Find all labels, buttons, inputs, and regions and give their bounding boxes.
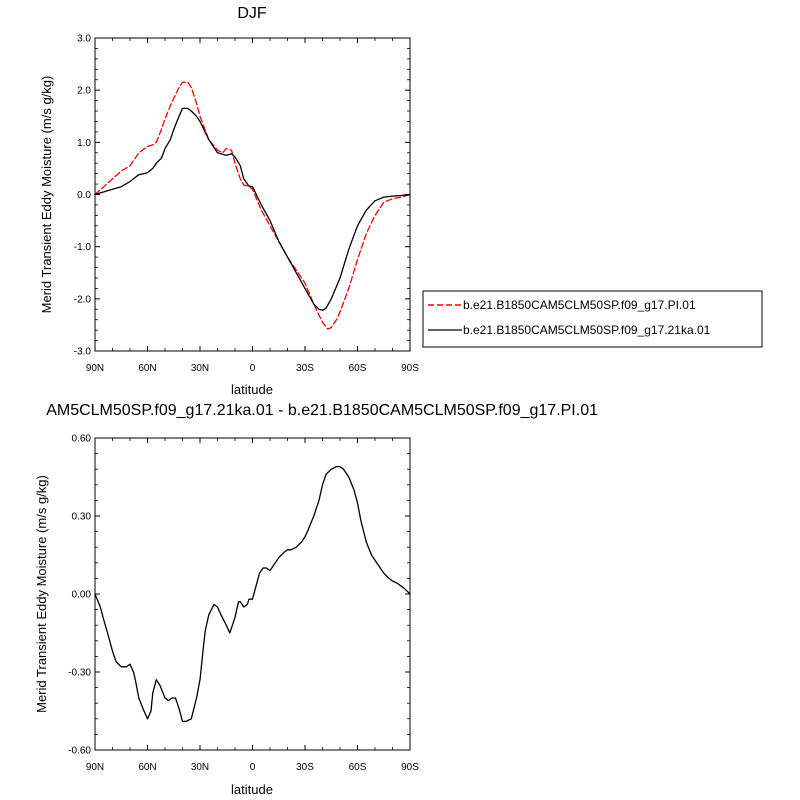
y-tick-label: 0.30 bbox=[72, 512, 92, 523]
y-tick-label: 0.00 bbox=[72, 590, 92, 601]
series-line-0 bbox=[94, 81, 411, 330]
legend-box bbox=[422, 290, 763, 348]
bottom-plot-frame bbox=[94, 437, 411, 751]
x-tick-label: 30S bbox=[296, 363, 314, 374]
x-tick-label: 60S bbox=[349, 363, 367, 374]
x-tick-label: 0 bbox=[250, 762, 256, 773]
top-series-lines bbox=[94, 81, 411, 330]
y-tick-label: 0.60 bbox=[72, 434, 92, 445]
y-tick-label: -0.60 bbox=[68, 746, 91, 757]
x-tick-label: 60N bbox=[138, 363, 156, 374]
bottom-panel: AM5CLM50SP.f09_g17.21ka.01 - b.e21.B1850… bbox=[34, 402, 598, 797]
y-tick-label: 2.0 bbox=[77, 86, 91, 97]
top-plot-title: DJF bbox=[237, 5, 267, 22]
x-tick-label: 90N bbox=[86, 363, 104, 374]
y-tick-label: -0.30 bbox=[68, 668, 91, 679]
legend-label-pi: b.e21.B1850CAM5CLM50SP.f09_g17.PI.01 bbox=[463, 298, 696, 312]
series-line-0 bbox=[94, 465, 411, 723]
x-tick-label: 30N bbox=[191, 363, 209, 374]
bottom-series-lines bbox=[94, 465, 411, 723]
bottom-x-axis-label: latitude bbox=[231, 782, 273, 797]
top-x-ticks: 90N 60N 30N 0 30S 60S 90S bbox=[86, 38, 419, 374]
top-y-axis-label: Merid Transient Eddy Moisture (m/s g/kg) bbox=[39, 76, 54, 314]
bottom-plot-title: AM5CLM50SP.f09_g17.21ka.01 - b.e21.B1850… bbox=[46, 402, 598, 419]
legend-label-21ka: b.e21.B1850CAM5CLM50SP.f09_g17.21ka.01 bbox=[463, 323, 711, 337]
top-plot-frame bbox=[94, 37, 411, 352]
y-tick-label: -2.0 bbox=[74, 294, 92, 305]
y-tick-label: 1.0 bbox=[77, 138, 91, 149]
x-tick-label: 0 bbox=[250, 363, 256, 374]
bottom-y-ticks: 0.60 0.30 0.00 -0.30 -0.60 bbox=[68, 434, 410, 757]
y-tick-label: -3.0 bbox=[74, 347, 92, 358]
bottom-x-ticks: 90N 60N 30N 0 30S 60S 90S bbox=[86, 438, 419, 773]
series-line-1 bbox=[94, 107, 411, 311]
x-tick-label: 60S bbox=[349, 762, 367, 773]
top-panel: DJF 3.0 2.0 1.0 0.0 -1.0 -2.0 -3.0 90N 60N 30N 0 3… bbox=[39, 5, 419, 397]
x-tick-label: 90N bbox=[86, 762, 104, 773]
x-tick-label: 30N bbox=[191, 762, 209, 773]
top-x-axis-label: latitude bbox=[231, 382, 273, 397]
bottom-y-axis-label: Merid Transient Eddy Moisture (m/s g/kg) bbox=[34, 475, 49, 713]
x-tick-label: 90S bbox=[401, 363, 419, 374]
x-tick-label: 90S bbox=[401, 762, 419, 773]
top-y-ticks: 3.0 2.0 1.0 0.0 -1.0 -2.0 -3.0 bbox=[74, 34, 410, 358]
legend: b.e21.B1850CAM5CLM50SP.f09_g17.PI.01 b.e… bbox=[422, 290, 763, 348]
y-tick-label: 0.0 bbox=[77, 190, 91, 201]
x-tick-label: 60N bbox=[138, 762, 156, 773]
y-tick-label: -1.0 bbox=[74, 242, 92, 253]
x-tick-label: 30S bbox=[296, 762, 314, 773]
y-tick-label: 3.0 bbox=[77, 34, 91, 45]
